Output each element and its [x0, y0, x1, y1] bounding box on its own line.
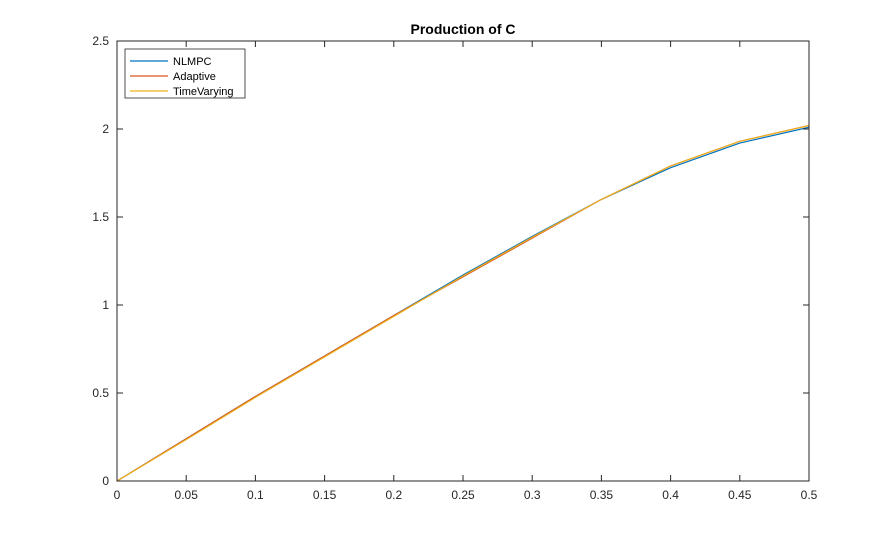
series-layer	[116, 124, 810, 482]
y-tick-label: 1	[102, 298, 109, 312]
legend-box	[124, 48, 246, 99]
legend-label-adaptive: Adaptive	[173, 71, 216, 83]
x-axis: 0 0.05 0.1 0.15 0.2 0.25 0.3 0.35 0.4 0.45 0.5	[114, 41, 818, 502]
x-tick-label: 0.25	[451, 488, 475, 502]
x-tick-label: 0.05	[175, 488, 199, 502]
y-tick-label: 2.5	[92, 34, 109, 48]
x-tick-label: 0.5	[801, 488, 818, 502]
x-tick-label: 0.15	[313, 488, 337, 502]
y-axis: 0 0.5 1 1.5 2 2.5	[92, 34, 809, 488]
chart-title: Production of C	[411, 21, 516, 37]
plot-area	[117, 41, 809, 481]
y-tick-label: 0	[102, 474, 109, 488]
x-tick-label: 0.3	[524, 488, 541, 502]
x-tick-label: 0.1	[247, 488, 264, 502]
series-line-timevarying	[116, 124, 810, 482]
x-tick-label: 0.45	[728, 488, 752, 502]
x-tick-label: 0.4	[662, 488, 679, 502]
y-tick-label: 0.5	[92, 386, 109, 400]
y-tick-label: 2	[102, 122, 109, 136]
x-tick-label: 0.35	[590, 488, 614, 502]
y-tick-label: 1.5	[92, 210, 109, 224]
legend-label-timevarying: TimeVarying	[173, 86, 234, 98]
x-tick-label: 0.2	[385, 488, 402, 502]
legend-label-nlmpc: NLMPC	[173, 56, 212, 68]
legend: NLMPC Adaptive TimeVarying	[124, 48, 246, 99]
legend-items: NLMPC Adaptive TimeVarying	[130, 56, 234, 98]
x-tick-label: 0	[114, 488, 121, 502]
